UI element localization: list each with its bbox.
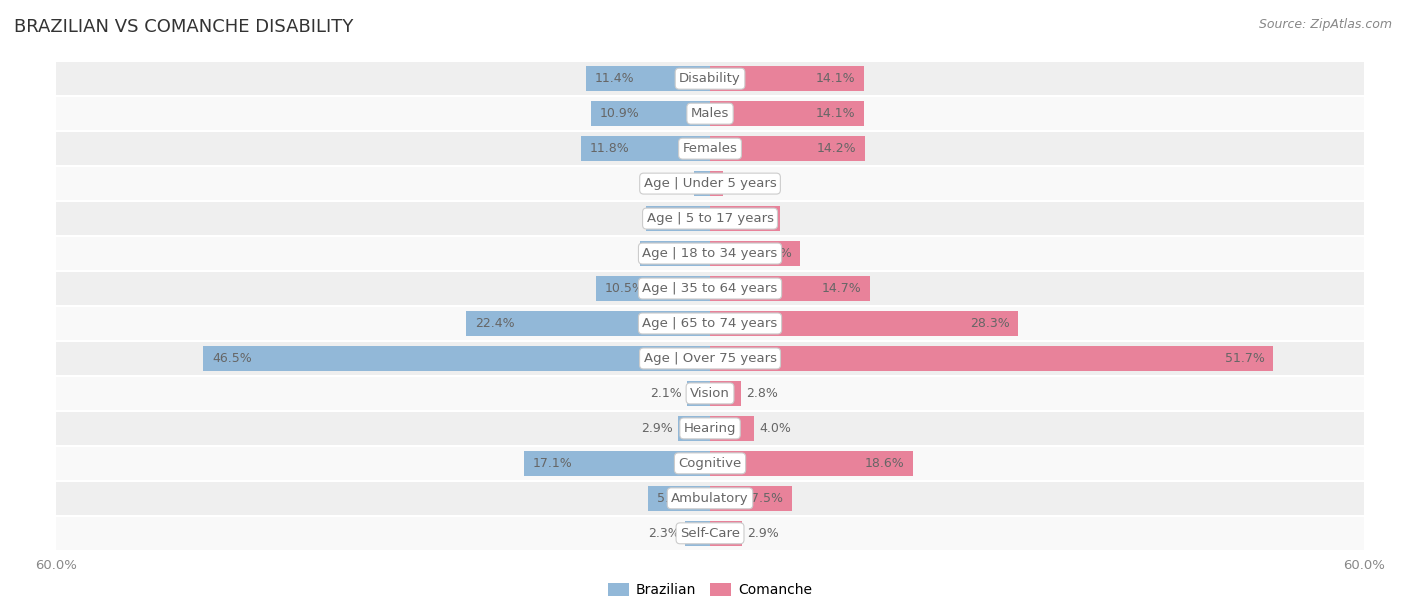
Text: 28.3%: 28.3% bbox=[970, 317, 1010, 330]
Text: 51.7%: 51.7% bbox=[1225, 352, 1264, 365]
Bar bbox=[710, 416, 754, 441]
Bar bbox=[645, 206, 710, 231]
Bar bbox=[688, 381, 710, 406]
Bar bbox=[710, 311, 1018, 336]
Bar bbox=[56, 201, 1364, 236]
Text: 18.6%: 18.6% bbox=[865, 457, 904, 470]
Legend: Brazilian, Comanche: Brazilian, Comanche bbox=[603, 578, 817, 603]
Text: 2.3%: 2.3% bbox=[648, 527, 679, 540]
Bar bbox=[56, 131, 1364, 166]
Text: 46.5%: 46.5% bbox=[212, 352, 252, 365]
Bar bbox=[56, 411, 1364, 446]
Text: 1.2%: 1.2% bbox=[728, 177, 761, 190]
Bar bbox=[582, 136, 710, 161]
Text: 11.4%: 11.4% bbox=[595, 72, 634, 85]
Bar bbox=[56, 61, 1364, 96]
Text: 2.1%: 2.1% bbox=[650, 387, 682, 400]
Bar bbox=[710, 486, 792, 511]
Bar bbox=[586, 66, 710, 91]
Text: Age | Under 5 years: Age | Under 5 years bbox=[644, 177, 776, 190]
Text: Hearing: Hearing bbox=[683, 422, 737, 435]
Text: Age | 35 to 64 years: Age | 35 to 64 years bbox=[643, 282, 778, 295]
Text: Age | 65 to 74 years: Age | 65 to 74 years bbox=[643, 317, 778, 330]
Text: Source: ZipAtlas.com: Source: ZipAtlas.com bbox=[1258, 18, 1392, 31]
Bar bbox=[56, 271, 1364, 306]
Bar bbox=[56, 446, 1364, 481]
Text: 1.5%: 1.5% bbox=[657, 177, 689, 190]
Bar bbox=[685, 521, 710, 546]
Text: 17.1%: 17.1% bbox=[533, 457, 572, 470]
Text: 14.1%: 14.1% bbox=[815, 107, 855, 120]
Bar bbox=[710, 521, 741, 546]
Bar bbox=[710, 241, 800, 266]
Bar bbox=[56, 481, 1364, 516]
Text: 6.4%: 6.4% bbox=[740, 212, 770, 225]
Text: 11.8%: 11.8% bbox=[591, 142, 630, 155]
Text: 2.8%: 2.8% bbox=[747, 387, 778, 400]
Text: Ambulatory: Ambulatory bbox=[671, 492, 749, 505]
Bar bbox=[596, 276, 710, 301]
Bar bbox=[56, 166, 1364, 201]
Bar bbox=[710, 451, 912, 476]
Text: 6.4%: 6.4% bbox=[650, 247, 681, 260]
Bar bbox=[710, 101, 863, 126]
Text: 2.9%: 2.9% bbox=[641, 422, 673, 435]
Bar bbox=[592, 101, 710, 126]
Bar bbox=[640, 241, 710, 266]
Text: 14.2%: 14.2% bbox=[817, 142, 856, 155]
Text: Age | Over 75 years: Age | Over 75 years bbox=[644, 352, 776, 365]
Text: 10.5%: 10.5% bbox=[605, 282, 644, 295]
Text: BRAZILIAN VS COMANCHE DISABILITY: BRAZILIAN VS COMANCHE DISABILITY bbox=[14, 18, 353, 36]
Bar bbox=[56, 306, 1364, 341]
Bar bbox=[710, 136, 865, 161]
Text: Females: Females bbox=[682, 142, 738, 155]
Bar bbox=[693, 171, 710, 196]
Text: Disability: Disability bbox=[679, 72, 741, 85]
Bar bbox=[710, 276, 870, 301]
Bar bbox=[465, 311, 710, 336]
Bar bbox=[710, 206, 780, 231]
Text: 2.9%: 2.9% bbox=[747, 527, 779, 540]
Text: 5.9%: 5.9% bbox=[654, 212, 686, 225]
Bar bbox=[56, 236, 1364, 271]
Text: Males: Males bbox=[690, 107, 730, 120]
Text: 7.5%: 7.5% bbox=[751, 492, 783, 505]
Bar bbox=[56, 376, 1364, 411]
Bar bbox=[710, 346, 1274, 371]
Text: 4.0%: 4.0% bbox=[759, 422, 792, 435]
Bar bbox=[56, 96, 1364, 131]
Bar bbox=[204, 346, 710, 371]
Text: 14.7%: 14.7% bbox=[821, 282, 862, 295]
Bar bbox=[56, 341, 1364, 376]
Text: 5.7%: 5.7% bbox=[657, 492, 689, 505]
Bar bbox=[56, 516, 1364, 551]
Bar bbox=[710, 171, 723, 196]
Bar bbox=[710, 66, 863, 91]
Bar bbox=[523, 451, 710, 476]
Text: 22.4%: 22.4% bbox=[475, 317, 515, 330]
Text: Cognitive: Cognitive bbox=[679, 457, 741, 470]
Text: 8.3%: 8.3% bbox=[759, 247, 792, 260]
Text: Self-Care: Self-Care bbox=[681, 527, 740, 540]
Bar bbox=[679, 416, 710, 441]
Text: Age | 5 to 17 years: Age | 5 to 17 years bbox=[647, 212, 773, 225]
Text: 10.9%: 10.9% bbox=[600, 107, 640, 120]
Bar bbox=[648, 486, 710, 511]
Text: Vision: Vision bbox=[690, 387, 730, 400]
Text: 14.1%: 14.1% bbox=[815, 72, 855, 85]
Text: Age | 18 to 34 years: Age | 18 to 34 years bbox=[643, 247, 778, 260]
Bar bbox=[710, 381, 741, 406]
